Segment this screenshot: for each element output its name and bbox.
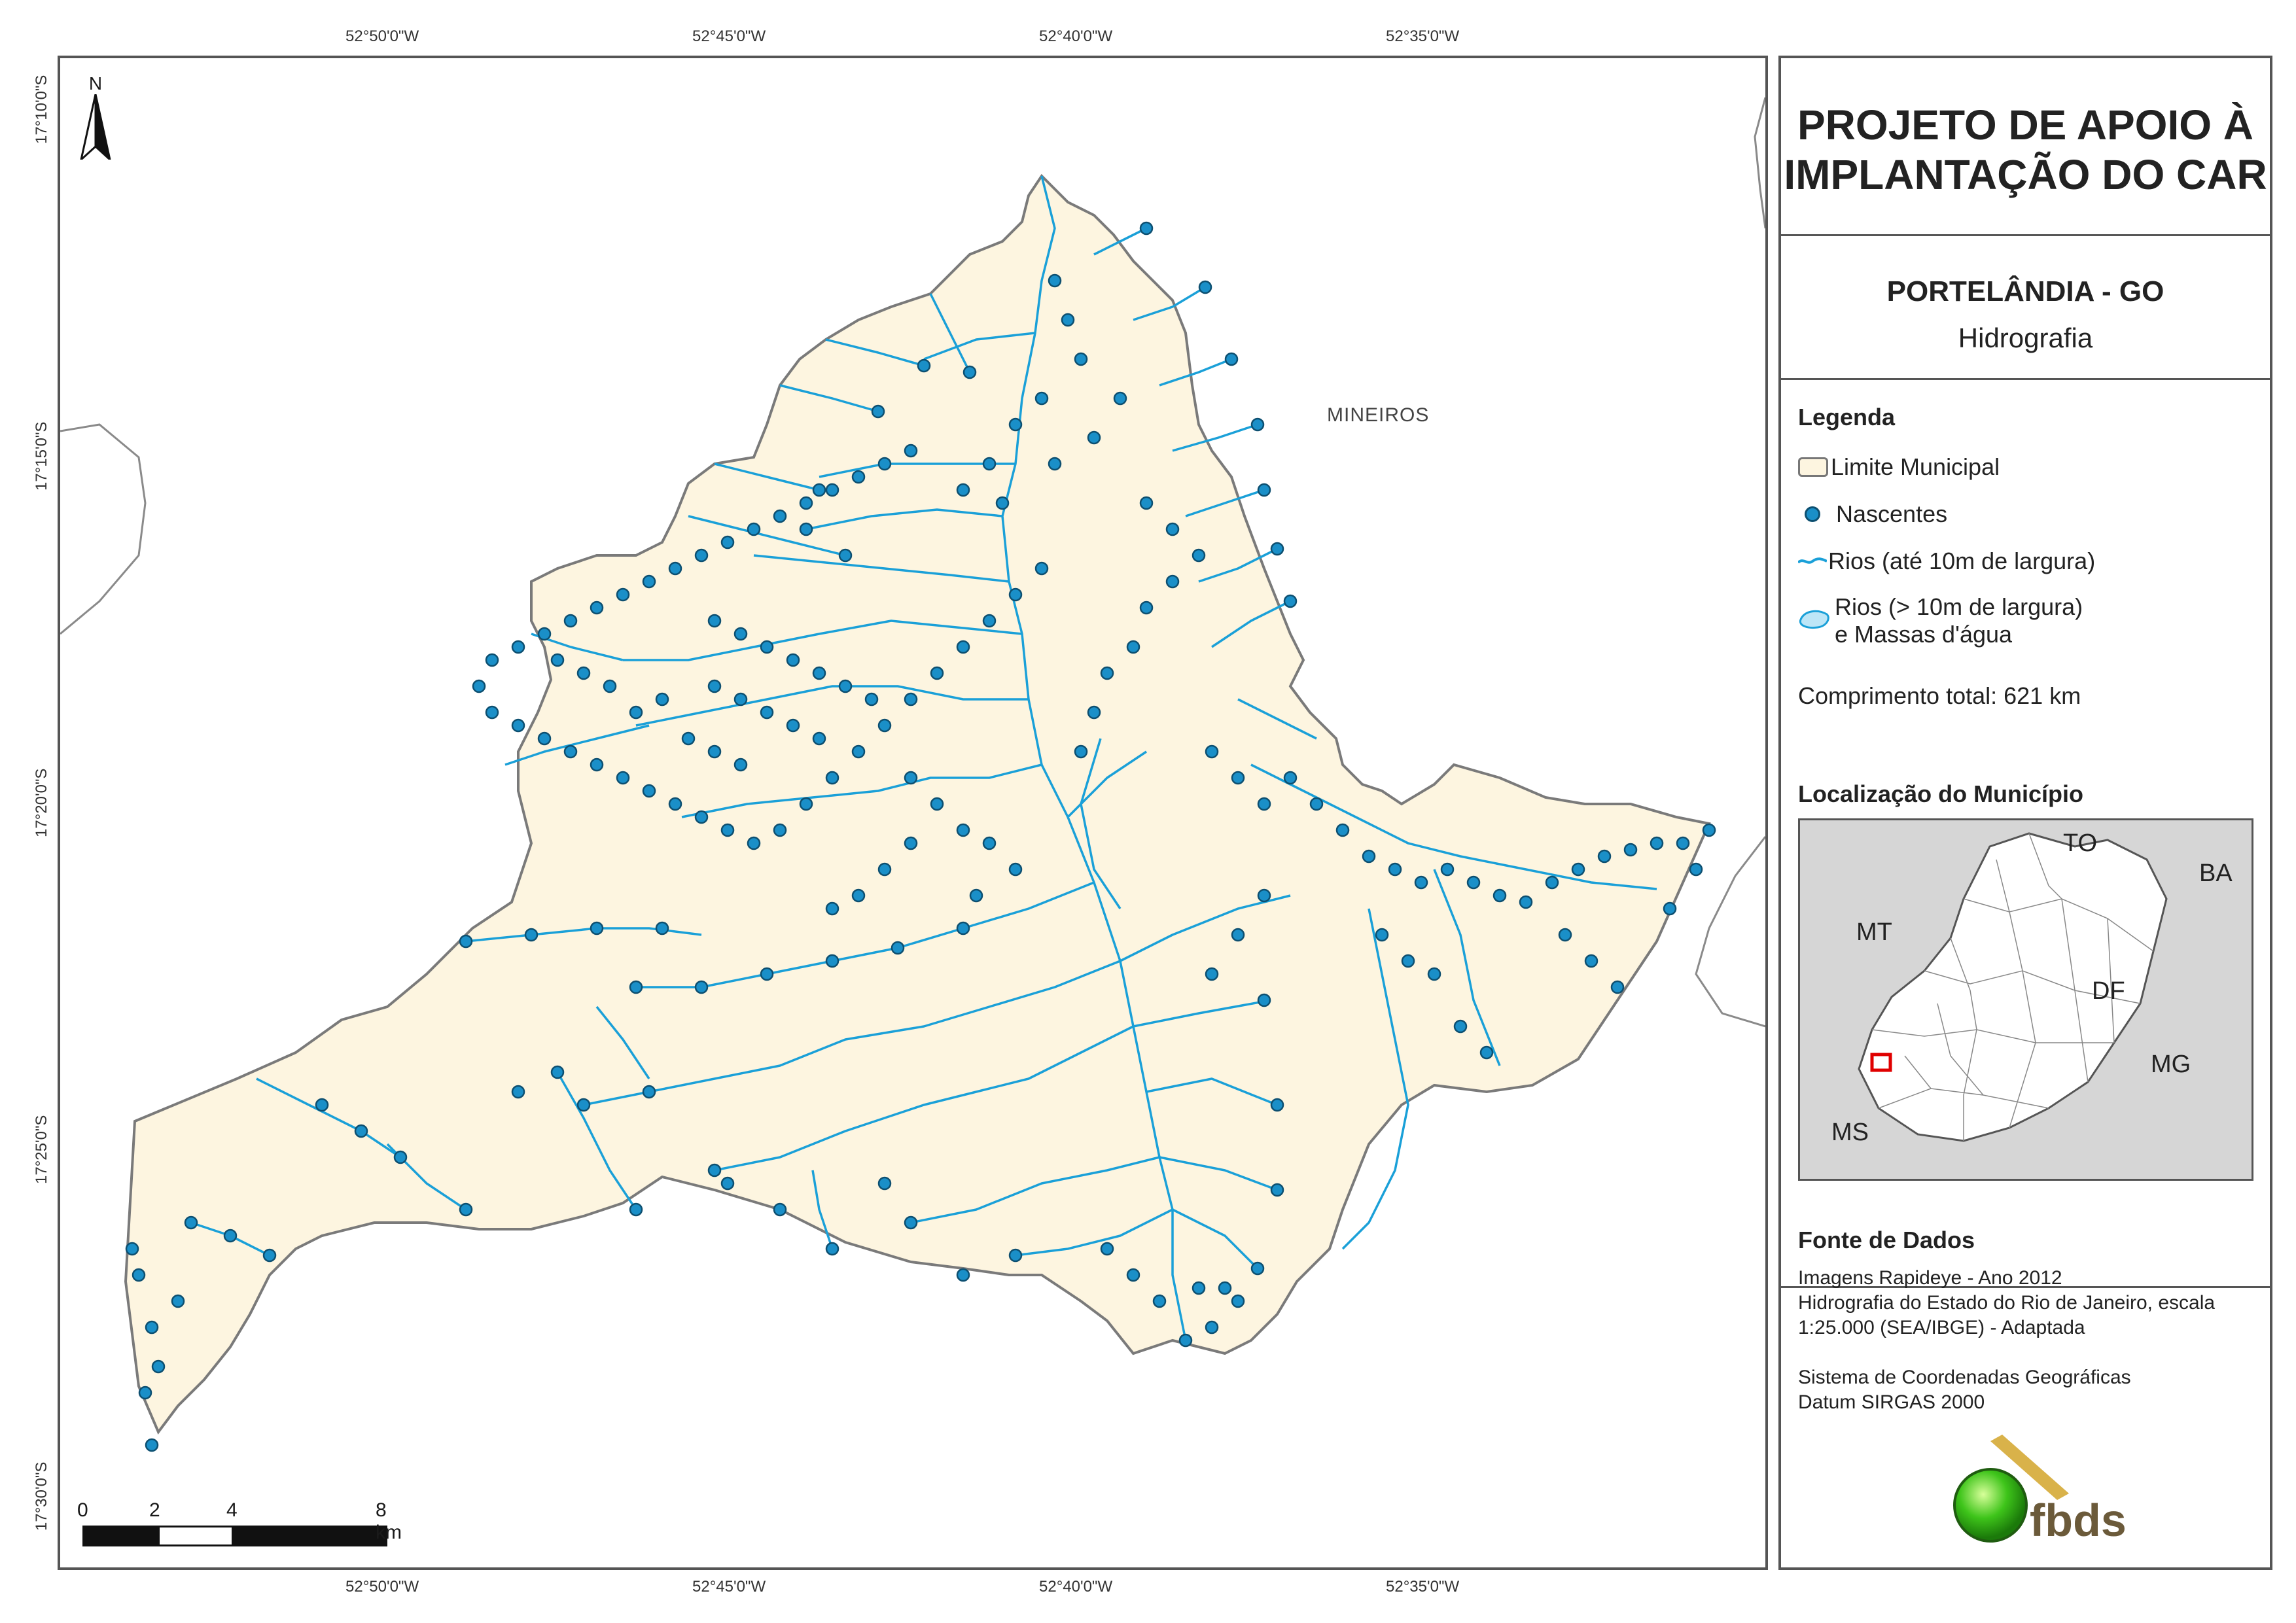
bottom-coord-2: 52°45'0"W [692, 1578, 766, 1596]
project-title-line2: IMPLANTAÇÃO DO CAR [1784, 151, 2267, 198]
legend-panel: PROJETO DE APOIO À IMPLANTAÇÃO DO CAR PO… [1778, 56, 2272, 1570]
scale-label-4: 4 [226, 1499, 238, 1521]
sources-section: Fonte de Dados Imagens Rapideye - Ano 20… [1798, 1227, 2215, 1415]
legend-label-small-rivers: Rios (até 10m de largura) [1828, 548, 2096, 574]
source-line-5: Sistema de Coordenadas Geográficas [1798, 1367, 2131, 1388]
legend-item-large-rivers: Rios (> 10m de largura) e Massas d'água [1798, 593, 2083, 648]
top-coord-1: 52°50'0"W [345, 27, 419, 45]
sources-heading: Fonte de Dados [1798, 1227, 1975, 1253]
map-theme: Hidrografia [1958, 323, 2093, 353]
logo-text: fbds [2030, 1495, 2127, 1546]
fbds-logo: fbds [1938, 1435, 2134, 1546]
title-section: PROJETO DE APOIO À IMPLANTAÇÃO DO CAR [1781, 58, 2270, 236]
water-body-icon [1799, 610, 1829, 629]
neighbor-boundaries [60, 97, 1765, 1028]
legend-heading: Legenda [1798, 404, 1896, 430]
state-label-ms: MS [1831, 1119, 1869, 1146]
state-label-mg: MG [2151, 1051, 2191, 1078]
inset-map [1858, 832, 2168, 1142]
scale-segments [82, 1526, 387, 1546]
legend-label-boundary: Limite Municipal [1831, 453, 2000, 480]
source-line-1: Imagens Rapideye - Ano 2012 [1798, 1267, 2062, 1289]
municipality-boundary [124, 173, 1711, 1435]
scale-label-8: 8 km [376, 1499, 402, 1543]
total-length: Comprimento total: 621 km [1798, 682, 2081, 709]
left-coord-1: 17°10'0"S [33, 75, 50, 144]
north-label: N [88, 73, 103, 94]
legend-section: Legenda Limite Municipal Nascentes Rios … [1781, 380, 2270, 1288]
legend-item-boundary: Limite Municipal [1798, 453, 2000, 481]
project-title-line1: PROJETO DE APOIO À [1797, 101, 2254, 148]
map-canvas [60, 97, 1765, 1452]
river-line-icon [1798, 557, 1827, 564]
top-coord-3: 52°40'0"W [1039, 27, 1113, 45]
bottom-coord-3: 52°40'0"W [1039, 1578, 1113, 1596]
scale-label-2: 2 [149, 1499, 160, 1521]
state-label-to: TO [2063, 829, 2098, 857]
left-coord-2: 17°15'0"S [33, 421, 50, 491]
state-label-df: DF [2092, 977, 2125, 1005]
source-line-3: 1:25.000 (SEA/IBGE) - Adaptada [1798, 1317, 2085, 1338]
scale-bar: 0 2 4 8 km [77, 1499, 417, 1546]
legend-item-springs: Nascentes [1798, 500, 1947, 528]
rivers [190, 175, 1657, 1341]
top-coord-2: 52°45'0"W [692, 27, 766, 45]
legend-item-small-rivers: Rios (até 10m de largura) [1798, 548, 2095, 575]
fbds-logo-icon: fbds [1953, 1435, 2127, 1546]
bottom-coord-1: 52°50'0"W [345, 1578, 419, 1596]
neighbor-label: MINEIROS [1327, 404, 1430, 426]
north-arrow-icon [79, 94, 112, 163]
boundary-swatch-icon [1798, 457, 1828, 477]
springs [125, 221, 1716, 1452]
source-line-2: Hidrografia do Estado do Rio de Janeiro,… [1798, 1292, 2216, 1314]
legend-label-springs: Nascentes [1836, 500, 1948, 527]
state-label-ba: BA [2199, 860, 2233, 887]
left-coord-3: 17°20'0"S [33, 768, 50, 837]
municipality-name: PORTELÂNDIA - GO [1886, 275, 2164, 307]
spring-dot-icon [1805, 506, 1820, 522]
municipality-section: PORTELÂNDIA - GO Hidrografia [1781, 236, 2270, 380]
bottom-coord-4: 52°35'0"W [1386, 1578, 1460, 1596]
source-line-6: Datum SIRGAS 2000 [1798, 1391, 1985, 1413]
location-marker [1870, 1053, 1892, 1072]
top-coord-4: 52°35'0"W [1386, 27, 1460, 45]
location-heading: Localização do Município [1798, 780, 2084, 807]
left-coord-4: 17°25'0"S [33, 1115, 50, 1184]
location-inset: TO BA MT DF MG MS [1798, 818, 2253, 1181]
legend-label-water-bodies: e Massas d'água [1835, 621, 2013, 648]
north-arrow: N [76, 73, 115, 163]
legend-label-large-rivers: Rios (> 10m de largura) [1835, 593, 2083, 620]
source-line-4 [1798, 1340, 2215, 1365]
scale-label-0: 0 [77, 1499, 88, 1521]
left-coord-5: 17°30'0"S [33, 1461, 50, 1531]
state-label-mt: MT [1856, 918, 1892, 946]
